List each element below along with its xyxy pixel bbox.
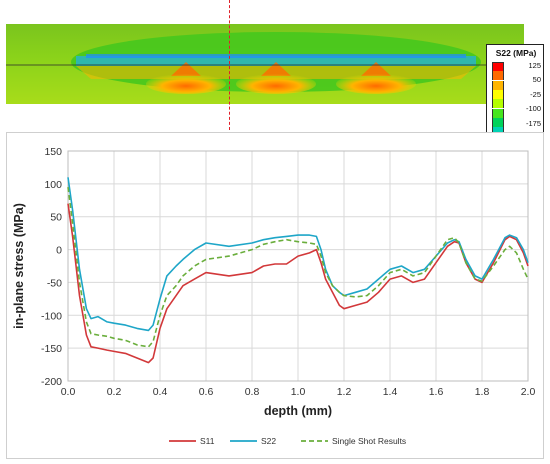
x-tick-label: 0.0 [61,386,76,398]
colorbar-tick-label: -175 [525,118,541,128]
legend-label: S11 [200,436,215,446]
y-tick-label: -150 [41,343,62,355]
x-tick-label: 0.4 [153,386,168,398]
x-tick-label: 1.8 [475,386,490,398]
colorbar-tick-label: -100 [525,104,541,114]
x-axis-title: depth (mm) [264,404,332,418]
x-tick-label: 1.4 [383,386,398,398]
line-chart: 0.0 0.2 0.4 0.6 0.8 1.0 1.2 1.4 1.6 1.8 2.0 150 100 5… [12,146,536,446]
colorbar-swatch [492,99,504,109]
x-tick-label: 0.8 [245,386,260,398]
colorbar-tick-label: 50 [532,75,541,85]
y-tick-label: -200 [41,376,62,388]
colorbar-swatch [492,80,504,90]
colorbar-swatch [492,127,504,137]
fem-contour-plot [6,24,524,104]
section-cut-line [229,0,230,130]
colorbar-swatch [492,62,504,71]
x-tick-label: 1.0 [291,386,306,398]
series-line-s22 [67,177,529,332]
colorbar-title: S22 (MPa) [495,48,537,58]
x-tick-label: 0.2 [107,386,122,398]
x-tick-label: 2.0 [521,386,536,398]
y-tick-label: 100 [44,179,62,191]
series-line-single-shot-results [67,186,529,348]
y-tick-label: -100 [41,310,62,322]
y-tick-label: 150 [44,146,62,158]
legend-label: S22 [261,436,276,446]
chart-area: 0.0 0.2 0.4 0.6 0.8 1.0 1.2 1.4 1.6 1.8 2.0 150 100 5… [6,132,544,459]
colorbar-swatch [492,117,504,127]
colorbar-swatch [492,89,504,99]
y-tick-label: 0 [56,245,62,257]
colorbar-tick-label: -25 [530,89,541,99]
y-tick-label: -50 [47,277,62,289]
colorbar-swatch [492,108,504,118]
colorbar-tick-label: 125 [528,61,541,70]
y-tick-label: 50 [50,212,62,224]
legend-label: Single Shot Results [332,436,406,446]
x-tick-label: 1.2 [337,386,352,398]
colorbar-swatch [492,71,504,81]
x-tick-label: 0.6 [199,386,214,398]
y-axis-title: in-plane stress (MPa) [12,203,26,329]
x-tick-label: 1.6 [429,386,444,398]
